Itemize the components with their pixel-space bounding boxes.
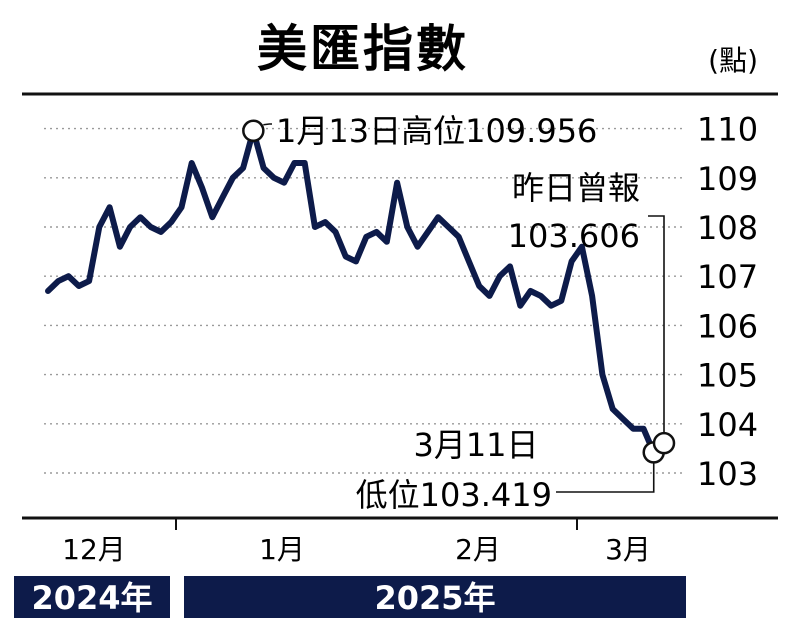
low-leader [556, 462, 655, 493]
annotation-leaders [263, 123, 665, 493]
series-line [45, 127, 667, 456]
month-label: 3月 [605, 533, 651, 566]
high-annotation: 1月13日高位109.956 [276, 112, 597, 150]
y-tick-label: 108 [697, 209, 758, 247]
yesterday-label: 昨日曾報 [512, 169, 640, 207]
y-tick-label: 107 [697, 258, 758, 296]
unit-label: (點) [708, 44, 758, 77]
y-tick-labels: 110 109 108 107 106 105 104 103 [697, 111, 758, 493]
y-tick-label: 103 [697, 455, 758, 493]
chart-title: 美匯指數 [257, 20, 469, 78]
gridlines [44, 127, 684, 474]
month-label: 2月 [455, 533, 501, 566]
month-label: 1月 [259, 533, 305, 566]
y-tick-label: 109 [697, 160, 758, 198]
year-label: 2025年 [374, 579, 495, 617]
y-tick-label: 106 [697, 307, 758, 345]
y-tick-label: 110 [697, 111, 758, 149]
yesterday-value: 103.606 [508, 217, 640, 255]
year-band-2024 [14, 576, 170, 618]
low-value-annotation: 低位103.419 [356, 476, 552, 514]
high-leader [263, 123, 272, 126]
y-tick-label: 104 [697, 406, 758, 444]
low-date-annotation: 3月11日 [413, 426, 538, 464]
year-label: 2024年 [31, 579, 152, 617]
latest-marker [652, 431, 676, 455]
high-marker [242, 119, 265, 143]
year-band-2025 [184, 576, 686, 618]
y-tick-label: 105 [697, 357, 758, 395]
month-label: 12月 [62, 533, 126, 566]
yesterday-leader [648, 215, 665, 434]
